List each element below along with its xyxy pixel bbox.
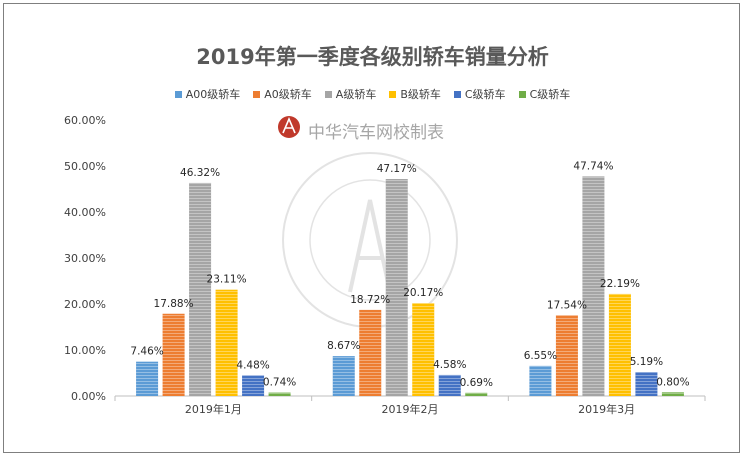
y-tick-label: 30.00%	[64, 252, 106, 265]
bar-texture	[635, 372, 658, 396]
bar-texture	[465, 392, 488, 396]
bar-texture	[268, 392, 291, 396]
x-category-label: 2019年3月	[578, 402, 635, 416]
bar-texture	[332, 356, 355, 396]
bar-texture	[215, 289, 238, 396]
bar-texture	[136, 361, 159, 396]
legend-swatch	[453, 90, 461, 98]
data-label: 4.48%	[236, 359, 269, 371]
legend-swatch	[389, 90, 397, 98]
bar-texture	[189, 182, 212, 396]
data-label: 7.46%	[130, 346, 163, 358]
bar-texture	[608, 293, 631, 396]
y-tick-label: 40.00%	[64, 206, 106, 219]
bar-texture	[359, 309, 382, 396]
data-label: 47.74%	[573, 160, 613, 172]
bar-texture	[555, 315, 578, 396]
data-label: 23.11%	[207, 274, 247, 286]
y-tick-label: 60.00%	[64, 114, 106, 127]
bar-texture	[529, 365, 552, 396]
data-label: 17.54%	[547, 299, 587, 311]
data-label: 6.55%	[524, 350, 557, 362]
y-tick-label: 50.00%	[64, 160, 106, 173]
legend-label: A0级轿车	[264, 88, 312, 101]
x-category-label: 2019年1月	[185, 402, 242, 416]
data-label: 0.69%	[460, 377, 493, 389]
legend-label: A00级轿车	[185, 88, 241, 101]
chart-title: 2019年第一季度各级别轿车销量分析	[196, 45, 549, 69]
legend-item: A级轿车	[324, 86, 377, 102]
legend-item: A00级轿车	[174, 86, 241, 102]
data-label: 47.17%	[377, 163, 417, 175]
data-label: 5.19%	[630, 356, 663, 368]
bar-texture	[385, 179, 408, 396]
x-category-label: 2019年2月	[382, 402, 439, 416]
data-label: 17.88%	[154, 298, 194, 310]
watermark-logo-icon	[278, 116, 300, 138]
data-label: 46.32%	[180, 167, 220, 179]
bar-texture	[438, 374, 461, 396]
data-label: 0.80%	[656, 376, 689, 388]
legend-label: B级轿车	[400, 88, 441, 101]
bar-texture	[162, 313, 185, 396]
data-label: 8.67%	[327, 340, 360, 352]
y-tick-label: 20.00%	[64, 298, 106, 311]
legend-swatch	[324, 90, 332, 98]
legend-label: A级轿车	[335, 88, 377, 101]
legend-label: C级轿车	[464, 88, 506, 101]
legend-item: B级轿车	[389, 86, 441, 102]
legend-item: A0级轿车	[253, 86, 312, 102]
legend-swatch	[174, 90, 182, 98]
legend-swatch	[518, 90, 526, 98]
legend-label: C级轿车	[529, 88, 571, 101]
bar-texture	[661, 392, 684, 396]
bar-texture	[242, 375, 265, 396]
data-label: 0.74%	[263, 377, 296, 389]
chart-legend: A00级轿车 A0级轿车 A级轿车 B级轿车 C级轿车 C级轿车	[0, 86, 745, 102]
legend-item: C级轿车	[518, 86, 571, 102]
y-tick-label: 10.00%	[64, 344, 106, 357]
y-tick-label: 0.00%	[71, 390, 106, 403]
data-label: 20.17%	[403, 287, 443, 299]
bar-texture	[582, 176, 605, 396]
legend-item: C级轿车	[453, 86, 506, 102]
legend-swatch	[253, 90, 261, 98]
bar-texture	[412, 303, 435, 396]
data-label: 22.19%	[600, 278, 640, 290]
data-label: 4.58%	[433, 359, 466, 371]
watermark-text: 中华汽车网校制表	[308, 123, 444, 143]
data-label: 18.72%	[350, 294, 390, 306]
